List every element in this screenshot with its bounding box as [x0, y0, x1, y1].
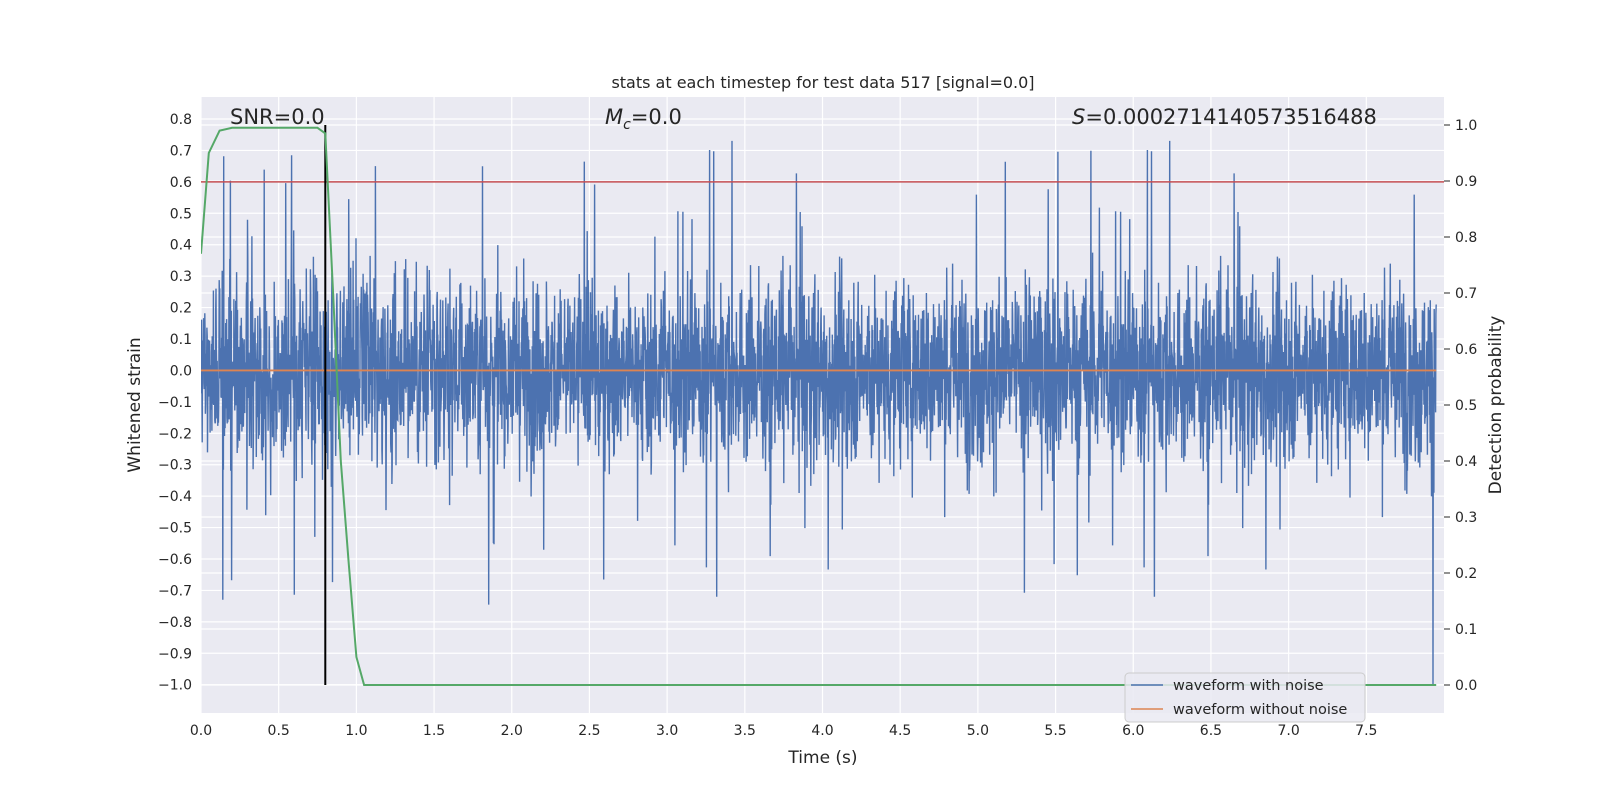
legend: waveform with noise waveform without noi…	[1124, 672, 1366, 723]
y-tick-label: −0.8	[158, 615, 192, 631]
waveform-with-noise-line	[201, 140, 1437, 685]
y-tick-label: 0.8	[170, 112, 192, 128]
x-tick-label: 4.0	[811, 723, 833, 739]
mc-subscript: c	[623, 117, 631, 133]
y-tick-label: −0.3	[158, 458, 192, 474]
x-tick-label: 1.5	[423, 723, 445, 739]
y-tick-label: 0.7	[170, 143, 192, 159]
legend-box	[1124, 672, 1366, 723]
y-tick-label: −0.9	[158, 646, 192, 662]
y2-tick-label: 0.2	[1455, 566, 1477, 582]
x-tick-label: 0.5	[268, 723, 290, 739]
x-tick-label: 6.5	[1200, 723, 1222, 739]
y2-tick-label: 1.0	[1455, 118, 1477, 134]
legend-label-clean: waveform without noise	[1173, 702, 1347, 718]
s-symbol: S	[1072, 105, 1085, 129]
y2-axis-ticks: 1.0 0.9 0.8 0.7 0.6 0.5 0.4 0.3 0.2 0.1 0.0	[1444, 118, 1477, 694]
y2-tick-label: 0.0	[1455, 678, 1477, 694]
x-axis-ticks: 0.0 0.5 1.0 1.5 2.0 2.5 3.0 3.5 4.0 4.5 5.0 5.5 6.0 6…	[190, 723, 1378, 739]
x-axis-label: Time (s)	[787, 748, 857, 768]
x-tick-label: 2.0	[501, 723, 523, 739]
x-tick-label: 5.0	[967, 723, 989, 739]
y-tick-label: −0.6	[158, 552, 192, 568]
y-tick-label: 0.2	[170, 301, 192, 317]
y2-axis-label: Detection probability	[1486, 316, 1506, 495]
y-tick-label: −0.1	[158, 395, 192, 411]
x-tick-label: 1.0	[345, 723, 367, 739]
y-axis-label: Whitened strain	[125, 337, 145, 472]
s-value: =0.0002714140573516488	[1085, 105, 1377, 129]
x-tick-label: 3.5	[734, 723, 756, 739]
legend-label-noise: waveform with noise	[1173, 678, 1324, 694]
y-tick-label: −0.2	[158, 426, 192, 442]
y2-tick-label: 0.5	[1455, 398, 1477, 414]
s-annotation: S=0.0002714140573516488	[1072, 105, 1377, 129]
x-tick-label: 0.0	[190, 723, 212, 739]
x-tick-label: 5.5	[1044, 723, 1066, 739]
y2-tick-label: 0.9	[1455, 174, 1477, 190]
mc-symbol: M	[605, 105, 623, 129]
x-tick-label: 2.5	[578, 723, 600, 739]
y-tick-label: 0.0	[170, 363, 192, 379]
y2-tick-label: 0.4	[1455, 454, 1477, 470]
y2-tick-label: 0.7	[1455, 286, 1477, 302]
detection-probability-line	[201, 126, 1437, 686]
y-tick-label: −0.7	[158, 583, 192, 599]
y-tick-label: −1.0	[158, 678, 192, 694]
y2-tick-label: 0.3	[1455, 510, 1477, 526]
y2-tick-label: 0.1	[1455, 622, 1477, 638]
series-waveform-with-noise	[201, 140, 1437, 685]
y-tick-label: 0.6	[170, 175, 192, 191]
y-tick-label: −0.4	[158, 489, 192, 505]
y-axis-ticks: 0.8 0.7 0.6 0.5 0.4 0.3 0.2 0.1 0.0 −0.1 −0.2 −0.3 −…	[158, 112, 192, 694]
mc-value: =0.0	[631, 105, 682, 129]
x-tick-label: 7.5	[1355, 723, 1377, 739]
mc-annotation: Mc=0.0	[605, 105, 682, 133]
y-tick-label: −0.5	[158, 521, 192, 537]
y2-tick-label: 0.8	[1455, 230, 1477, 246]
x-tick-label: 7.0	[1277, 723, 1299, 739]
y-tick-label: 0.5	[170, 206, 192, 222]
snr-annotation: SNR=0.0	[230, 105, 325, 129]
y-tick-label: 0.3	[170, 269, 192, 285]
y2-tick-label: 0.6	[1455, 342, 1477, 358]
x-tick-label: 3.0	[656, 723, 678, 739]
y-tick-label: 0.1	[170, 332, 192, 348]
y-tick-label: 0.4	[170, 238, 192, 254]
chart-title: stats at each timestep for test data 517…	[611, 73, 1034, 92]
x-tick-label: 6.0	[1122, 723, 1144, 739]
x-tick-label: 4.5	[889, 723, 911, 739]
